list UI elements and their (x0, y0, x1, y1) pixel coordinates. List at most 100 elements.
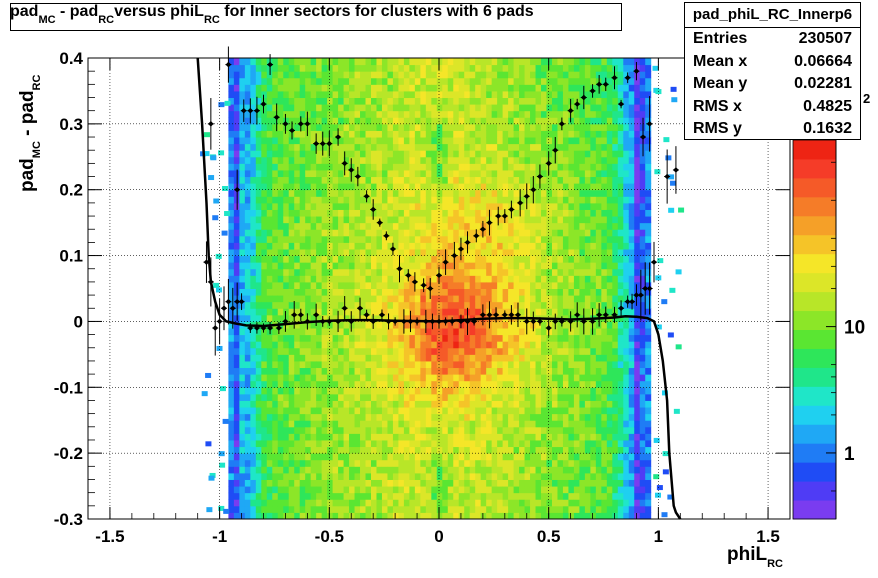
heatmap-cell (475, 84, 482, 92)
heatmap-cell (409, 472, 416, 480)
heatmap-cell (338, 196, 345, 204)
heatmap-cell (338, 413, 345, 421)
heatmap-cell (266, 374, 273, 382)
heatmap-cell (431, 505, 438, 513)
heatmap-cell (551, 453, 558, 461)
heatmap-cell (601, 189, 608, 197)
heatmap-cell (491, 84, 498, 92)
heatmap-cell (239, 374, 246, 382)
heatmap-cell (453, 222, 460, 230)
heatmap-cell (524, 202, 531, 210)
heatmap-cell (294, 420, 301, 428)
heatmap-cell (370, 248, 377, 257)
heatmap-cell (294, 156, 301, 164)
heatmap-cell (321, 64, 328, 72)
heatmap-cell (425, 130, 432, 138)
heatmap-cell (486, 466, 493, 474)
heatmap-cell (398, 472, 405, 480)
heatmap-cell (332, 77, 339, 85)
heatmap-cell (414, 183, 421, 191)
heatmap-cell (579, 288, 586, 296)
heatmap-cell (579, 413, 586, 421)
heatmap-cell (244, 189, 251, 197)
heatmap-cell (414, 189, 421, 197)
heatmap-cell (338, 380, 345, 388)
heatmap-cell (557, 90, 564, 99)
heatmap-cell (387, 248, 394, 257)
heatmap-cell (332, 393, 339, 401)
heatmap-cell (349, 235, 356, 243)
heatmap-cell (321, 420, 328, 428)
heatmap-cell (497, 367, 504, 375)
heatmap-cell (480, 360, 487, 369)
heatmap-cell (332, 486, 339, 494)
heatmap-cell (283, 58, 290, 66)
heatmap-cell (392, 275, 399, 283)
heatmap-cell (261, 413, 268, 421)
heatmap-cell (562, 84, 569, 92)
heatmap-cell (519, 242, 526, 250)
heatmap-cell (365, 426, 372, 434)
heatmap-cell (469, 150, 476, 158)
heatmap-cell (573, 189, 580, 197)
heatmap-cell (617, 354, 624, 362)
heatmap-cell (255, 413, 262, 421)
heatmap-cell (584, 341, 591, 349)
heatmap-cell (332, 479, 339, 487)
heatmap-cell (453, 262, 460, 270)
heatmap-cell (310, 110, 317, 118)
heatmap-cell (381, 360, 388, 369)
heatmap-cell (277, 499, 284, 507)
heatmap-cell (376, 117, 383, 125)
heatmap-cell (381, 472, 388, 480)
heatmap-cell (447, 235, 454, 243)
heatmap-cell (453, 183, 460, 191)
heatmap-cell (381, 235, 388, 243)
heatmap-cell (261, 387, 268, 395)
heatmap-cell (508, 393, 515, 401)
heatmap-cell (266, 196, 273, 204)
heatmap-cell (414, 341, 421, 349)
heatmap-cell (425, 374, 432, 382)
heatmap-cell (590, 492, 597, 500)
heatmap-cell (360, 512, 367, 520)
heatmap-cell (425, 202, 432, 210)
heatmap-cell (305, 196, 312, 204)
heatmap-cell (376, 64, 383, 72)
heatmap-cell (228, 308, 235, 316)
heatmap-cell (283, 196, 290, 204)
heatmap-cell (310, 202, 317, 210)
heatmap-cell (414, 420, 421, 428)
heatmap-cell (491, 222, 498, 230)
heatmap-cell (524, 380, 531, 388)
heatmap-cell (272, 156, 279, 164)
heatmap-cell (524, 393, 531, 401)
heatmap-cell (370, 328, 377, 336)
heatmap-cell (491, 150, 498, 158)
heatmap-cell (551, 248, 558, 257)
heatmap-cell (524, 360, 531, 369)
heatmap-cell (228, 169, 235, 178)
heatmap-cell (277, 84, 284, 92)
heatmap-cell (562, 420, 569, 428)
heatmap-cell (551, 176, 558, 184)
heatmap-cell (491, 90, 498, 99)
heatmap-cell (283, 420, 290, 428)
heatmap-cell (299, 130, 306, 138)
heatmap-cell (316, 380, 323, 388)
heatmap-cell (573, 387, 580, 395)
heatmap-cell (239, 499, 246, 507)
heatmap-cell (228, 393, 235, 401)
heatmap-cell (497, 439, 504, 448)
heatmap-cell (255, 222, 262, 230)
heatmap-cell (458, 479, 465, 487)
heatmap-cell (573, 64, 580, 72)
heatmap-cell (431, 58, 438, 66)
heatmap-cell (392, 150, 399, 158)
heatmap-cell (288, 150, 295, 158)
heatmap-cell (360, 420, 367, 428)
heatmap-cell (370, 466, 377, 474)
heatmap-cell (535, 84, 542, 92)
heatmap-cell (321, 295, 328, 303)
heatmap-cell (530, 84, 537, 92)
